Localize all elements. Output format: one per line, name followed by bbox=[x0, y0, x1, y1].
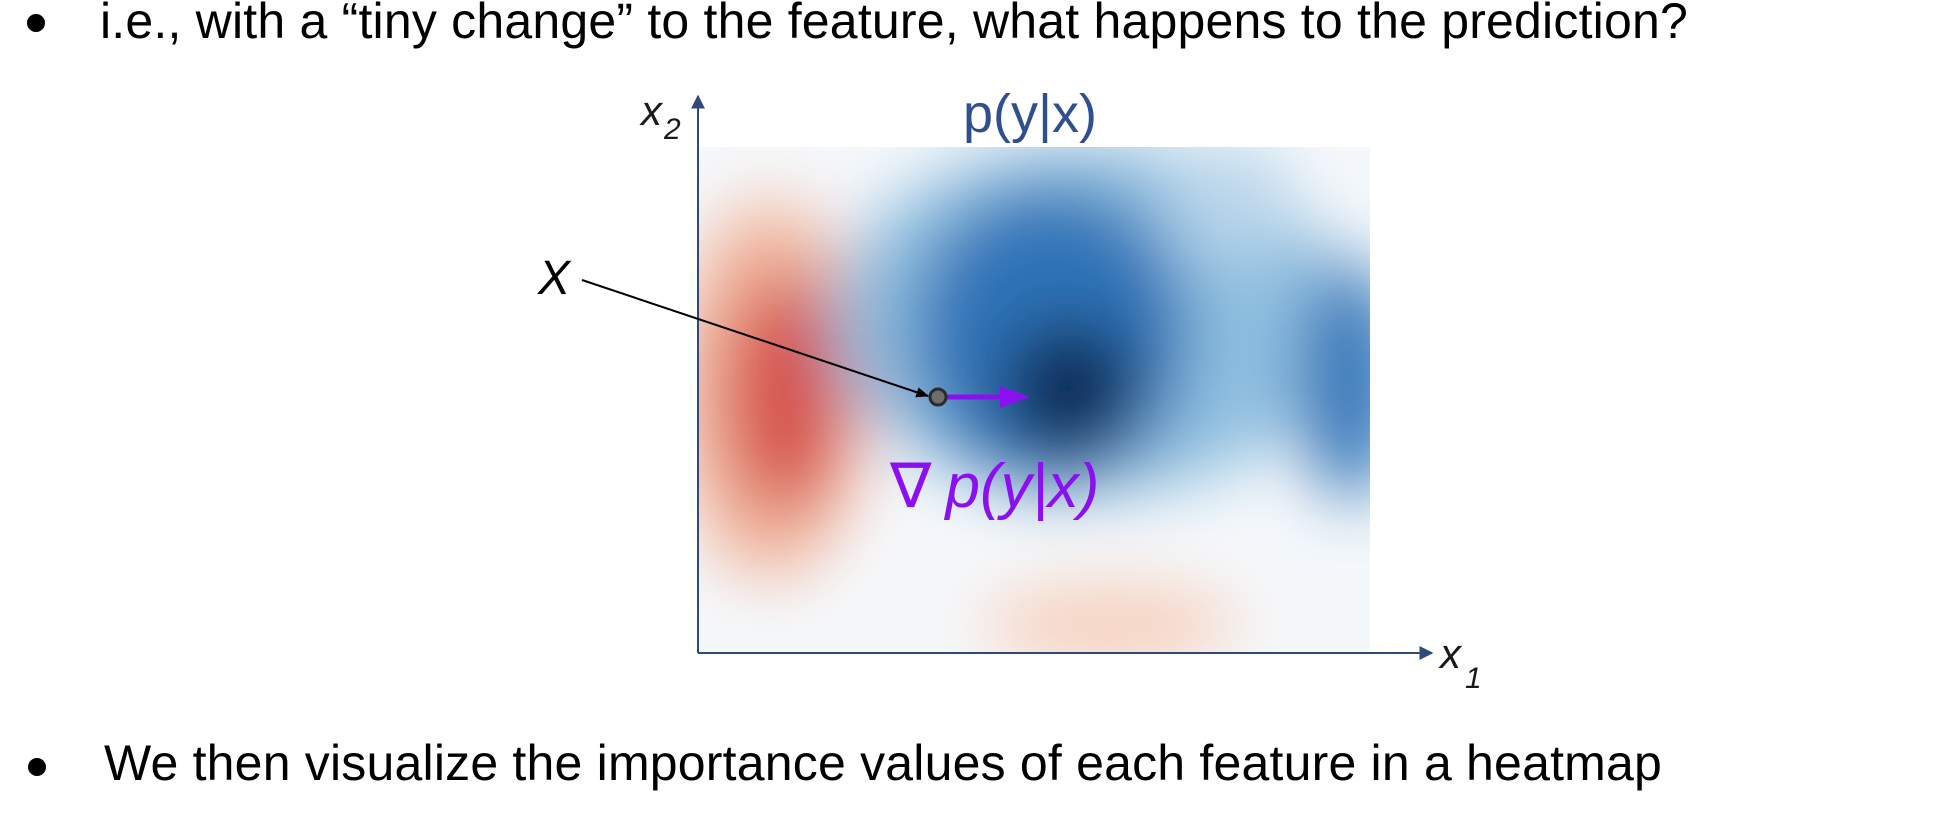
bullet-dot bbox=[27, 14, 45, 32]
x-axis-label: x1 bbox=[1438, 630, 1482, 695]
point-pointer-line bbox=[581, 279, 930, 398]
point-label: X bbox=[537, 252, 572, 305]
gradient-label: ∇ p(y|x) bbox=[889, 452, 1099, 521]
axes: x2 x1 bbox=[639, 87, 1482, 695]
heat-red-bottom bbox=[980, 587, 1240, 652]
y-axis-label: x2 bbox=[639, 87, 681, 146]
heat-red-core bbox=[725, 275, 845, 515]
heatmap-title: p(y|x) bbox=[963, 84, 1097, 144]
gradient-arrow-head bbox=[1000, 386, 1030, 408]
heat-blue-right bbox=[1300, 260, 1370, 500]
bullet-text-1: i.e., with a “tiny change” to the featur… bbox=[100, 0, 1688, 49]
bullet-dot bbox=[28, 758, 46, 776]
heat-blue-core bbox=[1000, 320, 1140, 460]
gradient-arrow bbox=[946, 386, 1030, 408]
nabla-icon: ∇ bbox=[889, 452, 932, 521]
heatmap bbox=[698, 147, 1370, 652]
bullet-text-2: We then visualize the importance values … bbox=[104, 735, 1663, 791]
heat-light-topright bbox=[1170, 147, 1290, 260]
heatmap-blobs bbox=[698, 147, 1370, 652]
data-point bbox=[928, 387, 948, 407]
